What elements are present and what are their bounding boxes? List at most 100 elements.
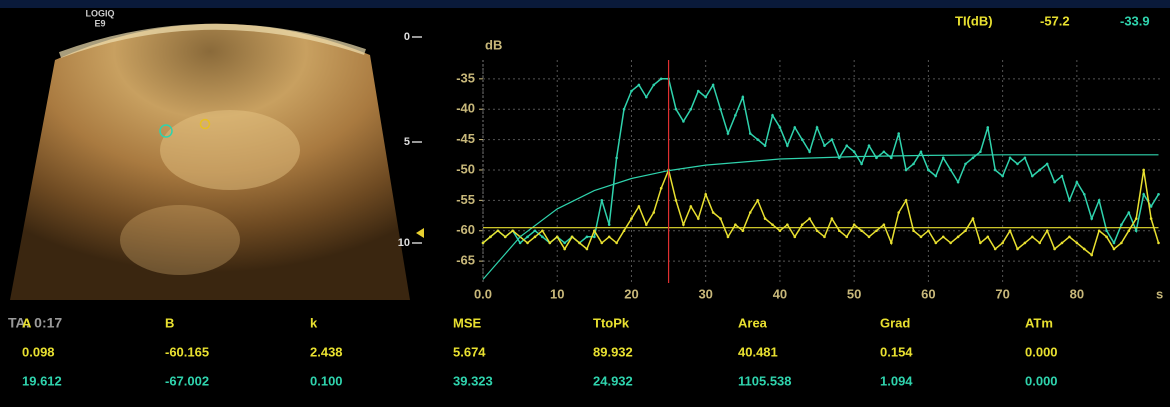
data-point [482,242,485,245]
data-point [645,223,648,226]
data-point [823,236,826,239]
column-header: Grad [880,315,910,330]
x-tick-label: 10 [550,286,564,301]
data-point [1009,229,1012,232]
cell: 89.932 [593,344,633,359]
data-point [660,78,663,81]
data-point [600,242,603,245]
data-point [690,205,693,208]
data-point [504,236,507,239]
data-point [927,229,930,232]
data-point [742,229,745,232]
depth-label: 0 [404,31,410,43]
x-tick-label: 70 [995,286,1009,301]
data-point [1113,242,1116,245]
data-point [897,132,900,135]
data-point [1113,248,1116,251]
data-point [764,217,767,220]
data-point [571,236,574,239]
data-point [779,126,782,129]
data-point [608,223,611,226]
data-point [734,114,737,117]
depth-label: 10 [398,237,410,249]
x-tick-label: 60 [921,286,935,301]
data-point [1016,248,1019,251]
y-tick-label: -40 [456,101,475,116]
data-point [1046,163,1049,166]
column-header: k [310,315,318,330]
data-point [883,223,886,226]
timer: TA: 0:17 [8,315,62,331]
data-point [1001,242,1004,245]
data-point [1120,223,1123,226]
cell: 39.323 [453,373,493,388]
data-point [964,163,967,166]
data-point [756,199,759,202]
data-point [927,169,930,172]
data-point [935,175,938,178]
data-point [675,108,678,111]
data-point [890,242,893,245]
data-point [890,157,893,160]
data-point [704,193,707,196]
data-point [897,211,900,214]
data-point [675,199,678,202]
data-point [1053,248,1056,251]
cell: 1105.538 [738,373,792,388]
data-point [712,211,715,214]
x-tick-label: 40 [773,286,787,301]
data-point [1009,157,1012,160]
cell: 19.612 [22,373,62,388]
y-axis-label: dB [485,37,502,52]
x-axis-label: s [1156,286,1163,301]
data-point [808,217,811,220]
data-point [920,150,923,153]
data-point [1024,157,1027,160]
data-point [1031,236,1034,239]
data-point [1142,193,1145,196]
cell: 24.932 [593,373,633,388]
data-point [682,223,685,226]
data-point [860,163,863,166]
data-point [1046,229,1049,232]
data-point [563,242,566,245]
data-point [986,126,989,129]
data-point [608,236,611,239]
data-point [935,242,938,245]
data-point [1090,217,1093,220]
data-point [912,163,915,166]
data-point [534,229,537,232]
data-point [845,144,848,147]
data-point [638,84,641,87]
logo: E9 [94,18,105,28]
cell: 40.481 [738,344,778,359]
data-point [593,236,596,239]
data-point [697,217,700,220]
data-point [868,236,871,239]
data-point [586,248,589,251]
data-point [949,242,952,245]
data-point [905,199,908,202]
data-point [845,236,848,239]
data-point [660,187,663,190]
data-point [949,169,952,172]
data-point [497,229,500,232]
data-point [534,236,537,239]
data-point [793,126,796,129]
data-point [586,236,589,239]
column-header: A [22,315,32,330]
data-point [756,138,759,141]
data-point [541,229,544,232]
cell: 0.154 [880,344,913,359]
data-point [823,144,826,147]
y-tick-label: -60 [456,222,475,237]
data-point [942,157,945,160]
data-point [1024,242,1027,245]
y-tick-label: -55 [456,192,475,207]
data-point [764,144,767,147]
data-point [1061,242,1064,245]
data-point [1061,175,1064,178]
data-point [875,157,878,160]
data-point [1157,242,1160,245]
data-point [786,223,789,226]
